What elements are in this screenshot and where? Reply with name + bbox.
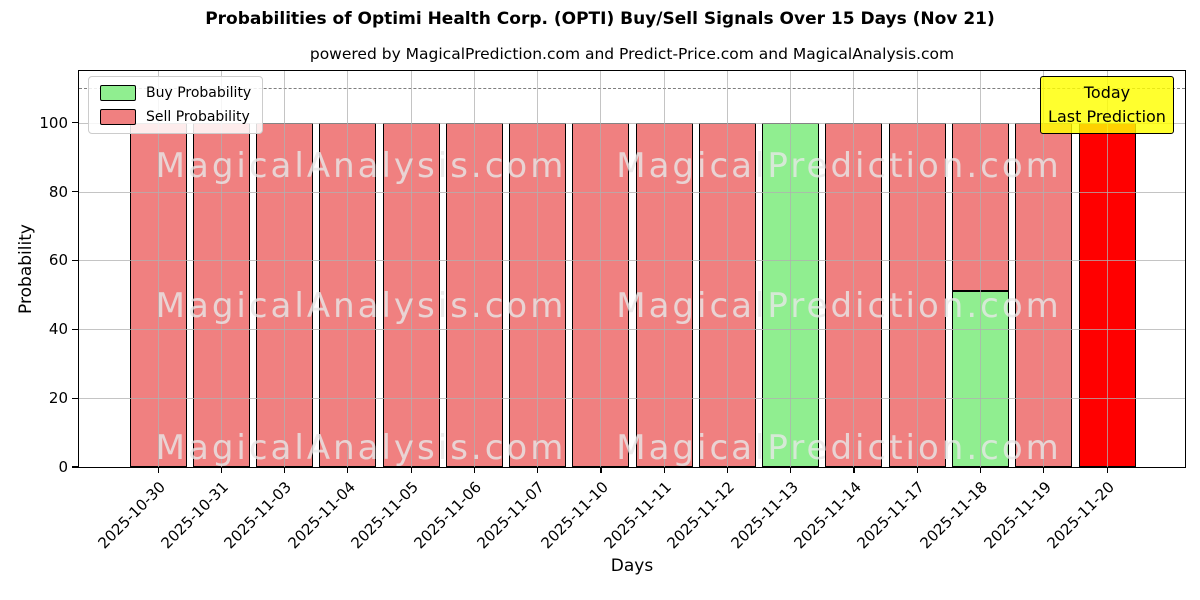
x-gridline	[726, 71, 728, 467]
legend-item: Sell Probability	[100, 109, 251, 125]
watermark-text: MagicalPrediction.com	[616, 428, 1062, 468]
x-gridline	[410, 71, 412, 467]
x-tick	[980, 468, 982, 473]
x-gridline	[347, 71, 349, 467]
y-tick	[72, 190, 78, 193]
y-tick-label: 40	[48, 320, 68, 339]
y-tick	[72, 466, 78, 468]
x-tick-label: 2025-11-06	[410, 478, 486, 553]
chart-subtitle: powered by MagicalPrediction.com and Pre…	[309, 45, 955, 63]
x-gridline	[1043, 71, 1045, 467]
x-tick	[284, 468, 286, 473]
x-tick	[347, 468, 349, 473]
today-annotation-line1: Today	[1083, 83, 1131, 102]
watermark-text: MagicalPrediction.com	[616, 286, 1062, 326]
chart-title: Probabilities of Optimi Health Corp. (OP…	[205, 9, 995, 29]
x-tick-label: 2025-11-17	[853, 478, 928, 553]
x-tick-label: 2025-11-11	[600, 478, 675, 553]
x-gridline	[284, 71, 286, 467]
x-tick	[663, 468, 665, 473]
x-tick	[537, 468, 539, 473]
x-tick	[790, 468, 792, 473]
y-tick-label: 60	[48, 251, 68, 270]
x-tick	[220, 468, 222, 473]
x-gridline	[600, 71, 602, 467]
plot-area: Buy Probability Sell Probability Today La…	[78, 70, 1186, 468]
x-tick	[157, 468, 159, 473]
watermark-text: MagicalAnalysis.com	[155, 146, 567, 186]
x-gridline	[157, 71, 159, 467]
x-gridline	[663, 71, 665, 467]
x-tick-label: 2025-11-04	[284, 478, 359, 553]
x-tick-label: 2025-11-05	[347, 478, 422, 553]
x-tick-label: 2025-11-20	[1043, 478, 1118, 553]
x-tick	[1043, 468, 1045, 473]
y-tick	[72, 122, 78, 124]
y-tick-label: 80	[48, 182, 68, 201]
legend-swatch	[100, 109, 136, 125]
x-tick	[853, 468, 855, 473]
x-gridline	[916, 71, 918, 467]
x-gridline	[853, 71, 855, 467]
watermark-text: MagicalAnalysis.com	[155, 286, 567, 326]
legend: Buy Probability Sell Probability	[88, 76, 264, 134]
legend-item: Buy Probability	[100, 85, 251, 101]
x-tick-label: 2025-11-10	[537, 478, 612, 553]
y-tick	[72, 259, 78, 261]
x-gridline	[537, 71, 539, 467]
y-gridline	[79, 122, 1185, 124]
y-gridline	[79, 260, 1185, 262]
y-gridline	[79, 191, 1185, 193]
legend-label: Sell Probability	[146, 109, 250, 125]
y-tick	[72, 328, 78, 330]
legend-swatch	[100, 85, 136, 101]
x-tick-label: 2025-11-19	[980, 478, 1055, 553]
x-tick-label: 2025-10-30	[94, 478, 169, 553]
x-tick-label: 2025-11-03	[220, 478, 296, 553]
y-gridline	[79, 398, 1185, 400]
x-tick-label: 2025-11-14	[790, 478, 865, 553]
x-gridline	[980, 71, 981, 467]
x-tick-label: 2025-11-07	[473, 478, 549, 553]
y-tick-label: 20	[48, 389, 68, 408]
x-gridline	[220, 71, 222, 467]
y-gridline	[79, 329, 1185, 331]
today-annotation-line2: Last Prediction	[1048, 107, 1166, 126]
x-gridline	[790, 71, 792, 467]
y-tick-label: 100	[39, 113, 68, 132]
x-gridline	[1106, 71, 1108, 467]
x-tick	[600, 468, 602, 473]
x-tick	[726, 468, 729, 473]
x-tick-label: 2025-11-13	[727, 478, 802, 553]
today-annotation: Today Last Prediction	[1040, 76, 1174, 134]
x-tick	[916, 468, 918, 473]
x-axis-label: Days	[610, 556, 654, 576]
x-tick	[410, 468, 412, 473]
x-gridline	[473, 71, 475, 467]
x-tick-label: 2025-10-31	[157, 478, 233, 553]
legend-label: Buy Probability	[146, 85, 252, 101]
x-tick-label: 2025-11-18	[916, 478, 992, 553]
x-tick	[473, 468, 476, 473]
watermark-text: MagicalPrediction.com	[616, 146, 1062, 186]
x-tick	[1106, 468, 1108, 473]
y-tick-label: 0	[58, 458, 68, 476]
upper-dashed-line	[79, 88, 1185, 90]
watermark-text: MagicalAnalysis.com	[155, 428, 567, 468]
x-tick-label: 2025-11-12	[663, 478, 739, 553]
y-tick	[72, 397, 78, 399]
